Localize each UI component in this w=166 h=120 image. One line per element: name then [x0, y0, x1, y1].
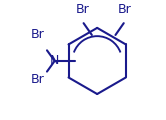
Text: N: N — [50, 54, 59, 67]
Text: Br: Br — [31, 28, 45, 42]
Text: Br: Br — [118, 3, 131, 16]
Text: Br: Br — [31, 73, 45, 86]
Text: Br: Br — [76, 3, 90, 16]
